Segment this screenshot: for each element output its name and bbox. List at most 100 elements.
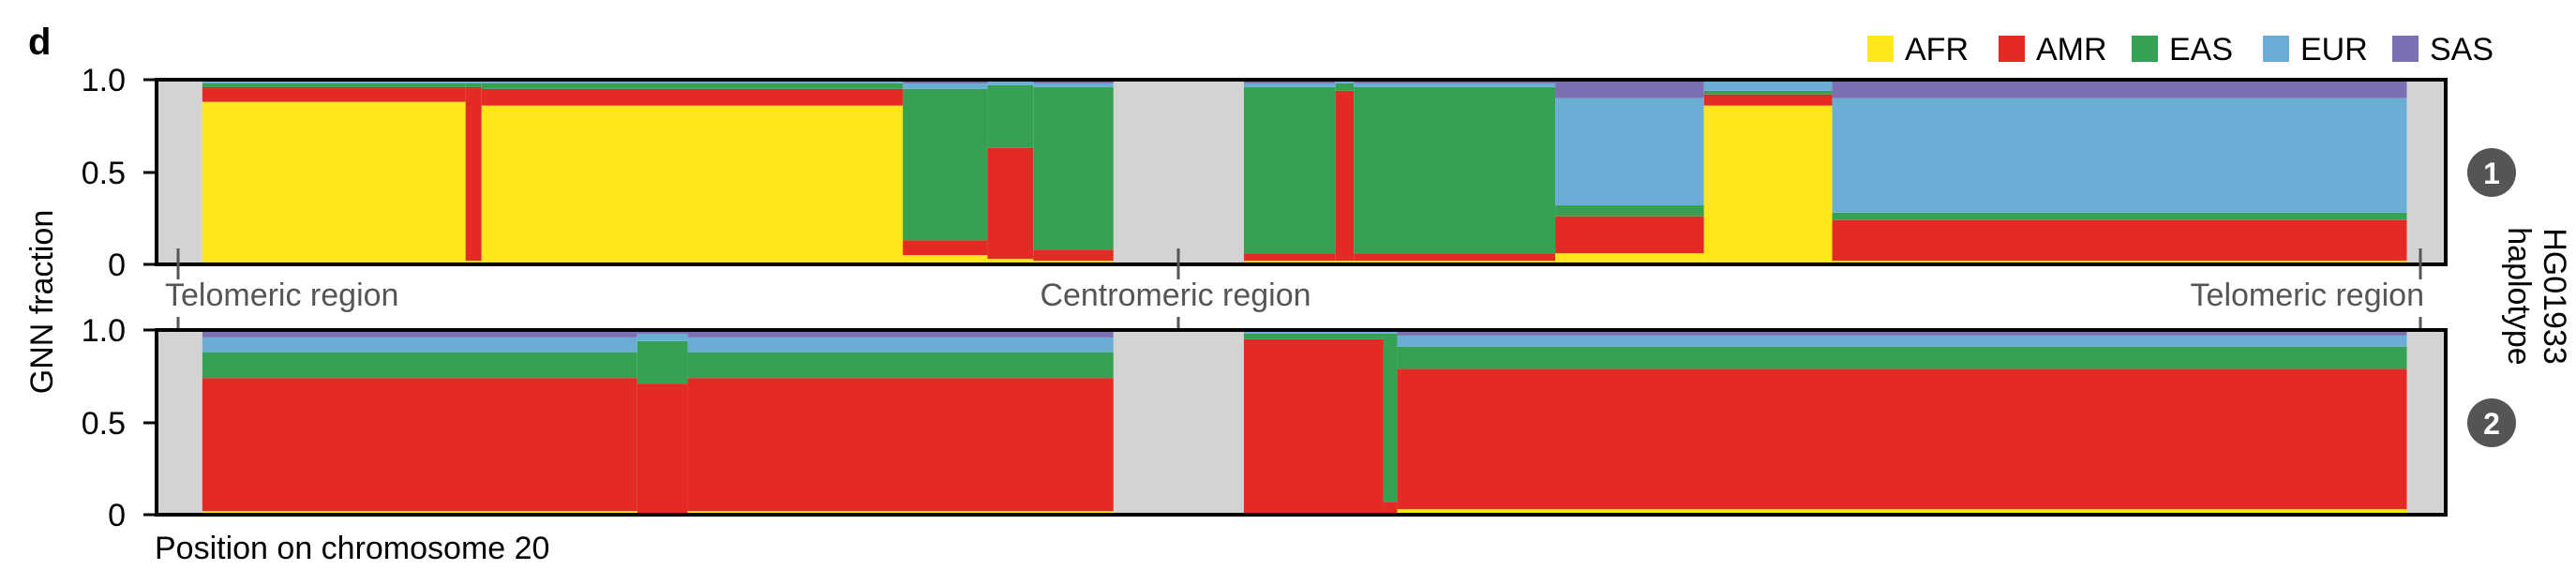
bar-h2-seg5-amr xyxy=(1383,502,1398,514)
bar-h2-seg4-amr xyxy=(1243,338,1384,514)
panel-haplotype-1: 1.0 0.5 0 xyxy=(82,63,2448,283)
bar-h1-seg12-sas xyxy=(1832,80,2407,98)
bar-h2-seg4-eas xyxy=(1243,333,1384,339)
masked-region-2-1 xyxy=(157,330,202,515)
y-axis-title: GNN fraction xyxy=(24,210,60,395)
legend-label-afr: AFR xyxy=(1905,32,1969,68)
bar-h1-seg2-eur xyxy=(465,81,482,83)
legend-swatch-eas xyxy=(2132,36,2158,62)
bar-h2-seg3-sas xyxy=(687,330,1114,338)
bar-h1-seg12-amr xyxy=(1832,219,2407,262)
bar-h1-seg5-eur xyxy=(987,81,1034,85)
legend-label-eur: EUR xyxy=(2300,32,2368,68)
bar-h1-seg8-eas xyxy=(1335,82,1355,91)
bar-h1-seg12-eas xyxy=(1832,212,2407,220)
bar-h1-seg10-eas xyxy=(1555,204,1704,217)
bar-h1-seg8-amr xyxy=(1335,90,1355,262)
bar-h2-seg6-eur xyxy=(1397,335,2407,347)
masked-region-1-1 xyxy=(157,80,202,264)
bar-h2-seg4-eur xyxy=(1243,331,1384,334)
badge-2-label: 2 xyxy=(2483,407,2500,441)
bar-h1-seg8-eur xyxy=(1335,81,1355,83)
bar-h2-seg3-eas xyxy=(687,352,1114,379)
legend-swatch-sas xyxy=(2392,36,2419,62)
bar-h1-seg10-afr xyxy=(1555,253,1704,264)
ytick-label-1-bottom: 0 xyxy=(108,248,126,283)
bar-h1-seg11-eur xyxy=(1703,81,1833,91)
bar-h1-seg5-amr xyxy=(987,147,1034,260)
region-markers: Telomeric region Centromeric region Telo… xyxy=(165,248,2424,349)
bar-h2-seg1-eas xyxy=(202,352,637,379)
masked-region-2-2 xyxy=(1113,330,1244,515)
bar-h1-seg2-eas xyxy=(465,82,482,87)
bar-h1-seg6-eur xyxy=(1033,82,1114,87)
bar-h1-seg11-afr xyxy=(1703,105,1833,264)
badge-1-circle xyxy=(2467,148,2516,197)
bar-h1-seg6-eas xyxy=(1033,86,1114,250)
bar-h2-seg2-eur xyxy=(637,333,688,341)
panel-2-bars xyxy=(157,330,2446,515)
ytick-label-1-mid: 0.5 xyxy=(82,156,126,191)
bar-h1-seg9-eur xyxy=(1354,82,1556,87)
bar-h1-seg7-amr xyxy=(1243,253,1336,262)
bar-h1-seg5-eas xyxy=(987,84,1034,148)
bar-h1-seg11-amr xyxy=(1703,94,1833,106)
bar-h2-seg1-eur xyxy=(202,337,637,352)
bar-h1-seg10-amr xyxy=(1555,216,1704,254)
masked-region-1-3 xyxy=(2406,80,2446,264)
badge-1-label: 1 xyxy=(2483,157,2500,190)
bar-h2-seg6-sas xyxy=(1397,330,2407,336)
bar-h2-seg5-eas xyxy=(1383,333,1398,502)
bar-h1-seg12-eur xyxy=(1832,98,2407,213)
masked-region-1-2 xyxy=(1113,80,1244,264)
bar-h1-seg7-eas xyxy=(1243,86,1336,254)
bar-h1-seg1-eas xyxy=(202,82,466,87)
bar-h1-seg1-amr xyxy=(202,86,466,102)
bar-h1-seg1-eur xyxy=(202,81,466,83)
bar-h1-seg2-amr xyxy=(465,86,482,262)
bar-h1-seg3-eur xyxy=(481,81,904,83)
bar-h1-seg4-eur xyxy=(903,82,988,89)
legend-swatch-amr xyxy=(1999,36,2025,62)
bar-h2-seg6-afr xyxy=(1397,509,2407,515)
bar-h2-seg6-eas xyxy=(1397,346,2407,369)
region-label-telomeric-right: Telomeric region xyxy=(2191,278,2424,313)
masked-region-2-3 xyxy=(2406,330,2446,515)
bar-h1-seg3-afr xyxy=(481,105,904,264)
ytick-label-2-mid: 0.5 xyxy=(82,406,126,442)
legend-label-amr: AMR xyxy=(2036,32,2107,68)
bar-h1-seg10-eur xyxy=(1555,98,1704,205)
panel-label: d xyxy=(28,22,51,63)
ytick-label-2-top: 1.0 xyxy=(82,313,126,349)
bar-h2-seg2-eas xyxy=(637,340,688,384)
region-label-telomeric-left: Telomeric region xyxy=(165,278,398,313)
bar-h1-seg9-eas xyxy=(1354,86,1556,254)
bar-h1-seg3-amr xyxy=(481,88,904,106)
bar-h1-seg4-eas xyxy=(903,88,988,241)
bar-h1-seg4-amr xyxy=(903,240,988,256)
bar-h1-seg11-eas xyxy=(1703,90,1833,95)
right-side-label: HG01933 haplotype xyxy=(2501,227,2572,365)
bar-h1-seg3-eas xyxy=(481,82,904,89)
badge-2-circle xyxy=(2467,398,2516,447)
bar-h1-seg10-sas xyxy=(1555,80,1704,98)
bar-h2-seg2-amr xyxy=(637,383,688,514)
bar-h2-seg3-amr xyxy=(687,378,1114,512)
ytick-label-2-bottom: 0 xyxy=(108,498,126,533)
panel-haplotype-2: 1.0 0.5 0 xyxy=(82,313,2448,533)
legend-swatch-afr xyxy=(1867,36,1894,62)
bar-h2-seg1-amr xyxy=(202,378,637,512)
legend-label-sas: SAS xyxy=(2430,32,2494,68)
bar-h1-seg1-afr xyxy=(202,101,466,264)
bar-h2-seg1-sas xyxy=(202,330,637,338)
panel-1-bars xyxy=(157,80,2446,264)
bar-h2-seg3-eur xyxy=(687,337,1114,352)
bar-h1-seg5-afr xyxy=(987,259,1034,264)
haplotype-badge-2: 2 xyxy=(2467,398,2516,447)
bar-h1-seg7-eur xyxy=(1243,82,1336,87)
bar-h2-seg5-eur xyxy=(1383,331,1398,334)
region-label-centromeric: Centromeric region xyxy=(1040,278,1310,313)
legend: AFR AMR EAS EUR SAS xyxy=(1867,32,2494,68)
right-label-line-2: haplotype xyxy=(2501,227,2537,365)
